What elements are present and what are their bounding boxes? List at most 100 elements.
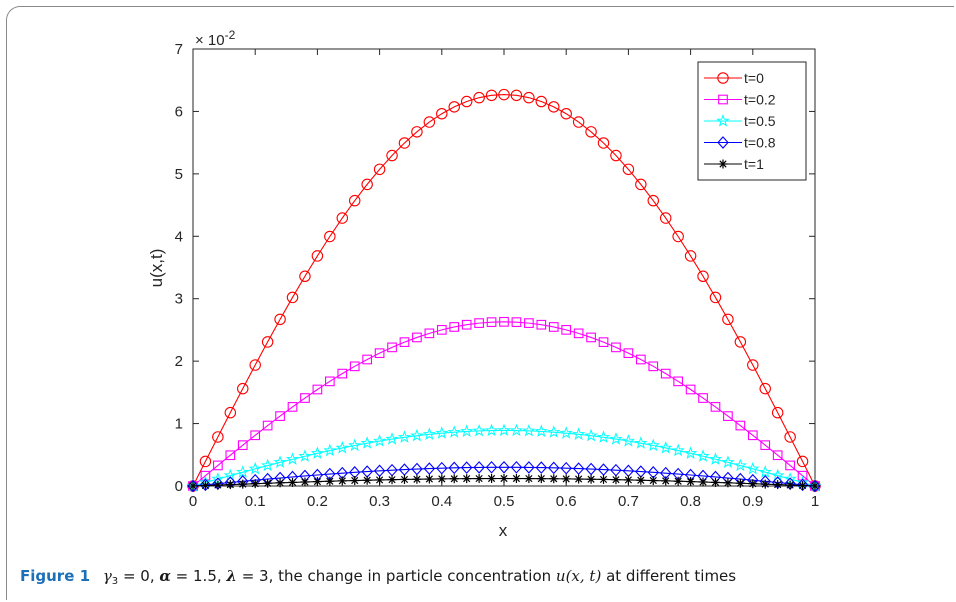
data-point: [225, 450, 236, 461]
data-point: [350, 476, 360, 486]
data-point-stroke: [575, 475, 583, 483]
data-point: [634, 436, 648, 449]
data-point: [685, 384, 696, 395]
data-point: [573, 328, 584, 339]
data-point: [387, 475, 397, 485]
data-point-stroke: [686, 477, 695, 486]
legend-label: t=0.2: [744, 92, 776, 108]
y-multiplier-base: × 10: [195, 32, 225, 49]
data-point: [535, 461, 548, 474]
data-point: [697, 270, 709, 283]
x-tick-label: 0.3: [369, 493, 390, 510]
data-point: [188, 481, 198, 491]
data-point: [673, 476, 683, 486]
series-t=1: [188, 474, 820, 491]
y-tick-label: 4: [175, 228, 183, 245]
data-point-stroke: [201, 481, 210, 490]
data-point: [484, 423, 499, 437]
data-point: [225, 480, 235, 490]
data-point: [760, 440, 771, 451]
data-point: [337, 476, 347, 486]
data-point-stroke: [774, 480, 782, 489]
data-point: [224, 406, 237, 419]
data-point: [585, 462, 597, 476]
legend-marker: [717, 136, 729, 149]
data-point: [213, 460, 223, 471]
data-point: [412, 332, 422, 343]
data-point: [671, 443, 685, 457]
data-point: [509, 423, 524, 437]
data-point: [473, 461, 485, 474]
data-point-stroke: [338, 477, 346, 485]
data-point: [348, 438, 362, 452]
series-line: [192, 94, 816, 487]
data-point: [735, 420, 746, 431]
data-point: [337, 368, 348, 379]
data-point: [375, 475, 385, 485]
data-point-stroke: [736, 479, 744, 487]
y-tick-label: 7: [175, 41, 183, 58]
data-point: [449, 474, 459, 484]
legend-label: t=0.8: [744, 135, 776, 151]
data-point: [636, 475, 646, 485]
data-point-stroke: [351, 476, 359, 485]
data-point: [435, 426, 449, 439]
data-point-stroke: [301, 478, 309, 486]
data-point: [473, 91, 485, 104]
data-point-stroke: [226, 480, 234, 489]
data-point: [686, 477, 696, 487]
data-point: [648, 361, 659, 372]
data-point: [498, 88, 510, 101]
data-point: [721, 455, 735, 468]
data-point: [410, 428, 424, 442]
data-point: [310, 446, 324, 459]
x-tick-label: 0.2: [307, 493, 328, 510]
data-point: [299, 270, 311, 283]
data-point: [560, 461, 572, 475]
data-point-stroke: [500, 474, 508, 483]
data-point: [362, 475, 372, 485]
data-point: [311, 250, 324, 262]
data-point-stroke: [475, 474, 483, 483]
data-point: [611, 342, 621, 353]
x-tick-label: 0.8: [680, 493, 701, 510]
y-tick-label: 5: [175, 166, 183, 183]
data-point: [324, 376, 335, 387]
data-point: [447, 425, 461, 438]
data-point: [647, 194, 660, 207]
data-point: [709, 291, 722, 304]
data-point: [684, 250, 697, 262]
legend-marker: [718, 159, 728, 169]
data-point: [349, 361, 360, 372]
data-point: [398, 137, 411, 149]
plot-area: 0 0.1 0.2 0.3 0.4 0.5 0.6 0.7 0.8 0.9 1 0 1 2 3 4 5 6 7 t=0…: [175, 41, 822, 510]
data-point: [448, 101, 460, 113]
data-point: [237, 382, 249, 395]
data-point: [262, 420, 273, 431]
data-point: [436, 324, 447, 335]
data-point: [263, 478, 273, 488]
data-point: [723, 478, 733, 488]
data-point: [199, 455, 212, 468]
data-point: [487, 474, 497, 484]
data-point-stroke: [313, 477, 322, 486]
data-point: [708, 452, 723, 465]
data-point-stroke: [525, 474, 533, 483]
y-tick-label: 0: [175, 478, 183, 495]
data-point: [298, 449, 312, 462]
x-tick-label: 0: [189, 493, 197, 510]
data-point-stroke: [326, 477, 334, 485]
data-point: [285, 452, 300, 465]
data-point-stroke: [798, 481, 807, 490]
data-point: [436, 107, 448, 120]
x-tick-label: 0.5: [494, 493, 515, 510]
series-t=0.8: [187, 460, 821, 493]
data-point: [698, 477, 708, 487]
legend-label: t=0.5: [744, 113, 776, 129]
data-point: [535, 95, 548, 108]
data-point: [760, 479, 770, 489]
data-point: [696, 449, 710, 462]
legend-marker: [717, 72, 729, 84]
legend-label: t=1: [744, 156, 764, 172]
data-point: [635, 354, 646, 365]
